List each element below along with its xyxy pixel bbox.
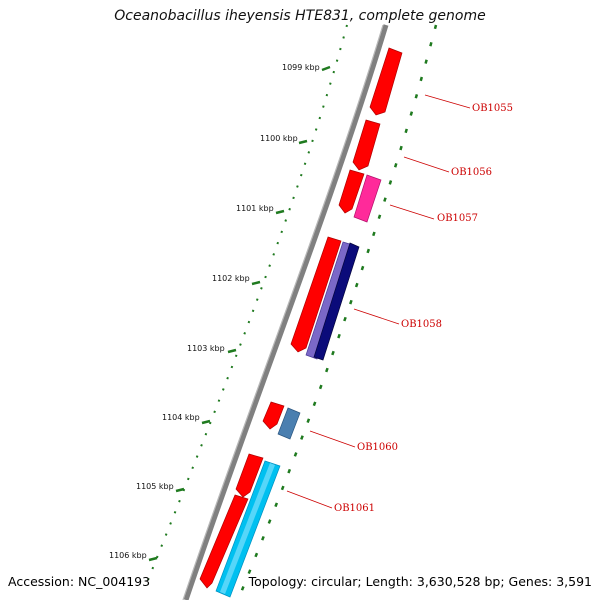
kbp-label: 1104 kbp (162, 413, 200, 422)
kbp-tick (175, 487, 185, 493)
gene-label: OB1057 (437, 213, 478, 224)
cds-forward (235, 453, 264, 498)
cds-magenta (353, 174, 382, 223)
kbp-label: 1105 kbp (136, 482, 174, 491)
gene-label: OB1058 (401, 319, 442, 330)
cds-forward (199, 494, 249, 589)
callout-leader (309, 430, 356, 448)
kbp-label: 1101 kbp (236, 204, 274, 213)
cds-forward (262, 401, 285, 430)
callout-leader (424, 94, 471, 109)
cds-forward (352, 119, 381, 171)
kbp-label: 1106 kbp (109, 551, 147, 560)
outer-tick-ring (238, 24, 438, 596)
callout-leader (353, 308, 400, 325)
cds-steel (277, 407, 301, 440)
kbp-tick (321, 65, 331, 72)
kbp-label: 1099 kbp (282, 63, 320, 72)
kbp-label: 1103 kbp (187, 344, 225, 353)
cds-cyan-highlight (220, 463, 275, 594)
kbp-label: 1102 kbp (212, 274, 250, 283)
cds-forward (338, 169, 365, 214)
cds-navy (313, 242, 360, 361)
gene-label: OB1061 (334, 503, 375, 514)
gene-label: OB1060 (357, 442, 398, 453)
kbp-tick (201, 419, 211, 425)
genome-backbone-highlight (182, 24, 384, 600)
kbp-tick (251, 280, 261, 286)
kbp-tick (275, 209, 285, 215)
callout-leader (286, 490, 333, 509)
kbp-tick (148, 556, 158, 562)
genome-backbone (183, 24, 389, 600)
cds-forward (290, 236, 342, 353)
map-title: Oceanobacillus iheyensis HTE831, complet… (114, 8, 486, 24)
cds-forward (369, 47, 403, 116)
kbp-tick (298, 139, 308, 145)
gene-track: 1099 kbp 1100 kbp 1101 kbp 1102 kbp 1103… (109, 24, 513, 600)
kbp-tick (227, 348, 237, 354)
genome-summary-text: Topology: circular; Length: 3,630,528 bp… (248, 574, 592, 589)
gene-label: OB1056 (451, 167, 492, 178)
kbp-label: 1100 kbp (260, 134, 298, 143)
accession-text: Accession: NC_004193 (8, 574, 151, 589)
callout-leader (389, 204, 435, 220)
callout-leader (403, 156, 450, 173)
gene-label: OB1055 (472, 103, 513, 114)
